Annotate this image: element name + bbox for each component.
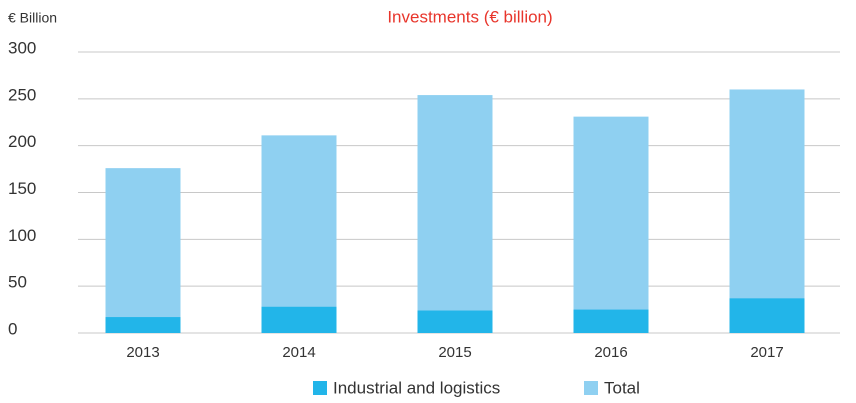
y-axis-label: € Billion bbox=[8, 10, 57, 26]
y-tick-label: 200 bbox=[8, 132, 36, 151]
x-tick-label: 2016 bbox=[594, 344, 627, 361]
x-tick-label: 2013 bbox=[126, 344, 159, 361]
y-tick-label: 300 bbox=[8, 38, 36, 57]
legend-swatch bbox=[584, 381, 598, 395]
bar bbox=[729, 298, 805, 333]
y-tick-label: 150 bbox=[8, 179, 36, 198]
y-tick-label: 0 bbox=[8, 319, 17, 338]
bar bbox=[261, 135, 337, 333]
bar bbox=[105, 168, 181, 333]
bar bbox=[417, 310, 493, 333]
bar bbox=[573, 116, 649, 333]
bar bbox=[105, 317, 181, 333]
legend-label: Total bbox=[604, 378, 640, 397]
chart-title: Investments (€ billion) bbox=[387, 7, 552, 26]
x-tick-label: 2014 bbox=[282, 344, 315, 361]
bar bbox=[729, 89, 805, 333]
y-tick-label: 250 bbox=[8, 85, 36, 104]
legend-label: Industrial and logistics bbox=[333, 378, 500, 397]
bar bbox=[261, 306, 337, 333]
y-tick-label: 50 bbox=[8, 273, 27, 292]
bar bbox=[573, 309, 649, 333]
bar bbox=[417, 95, 493, 333]
y-tick-label: 100 bbox=[8, 226, 36, 245]
x-tick-label: 2017 bbox=[750, 344, 783, 361]
x-tick-label: 2015 bbox=[438, 344, 471, 361]
legend-swatch bbox=[313, 381, 327, 395]
